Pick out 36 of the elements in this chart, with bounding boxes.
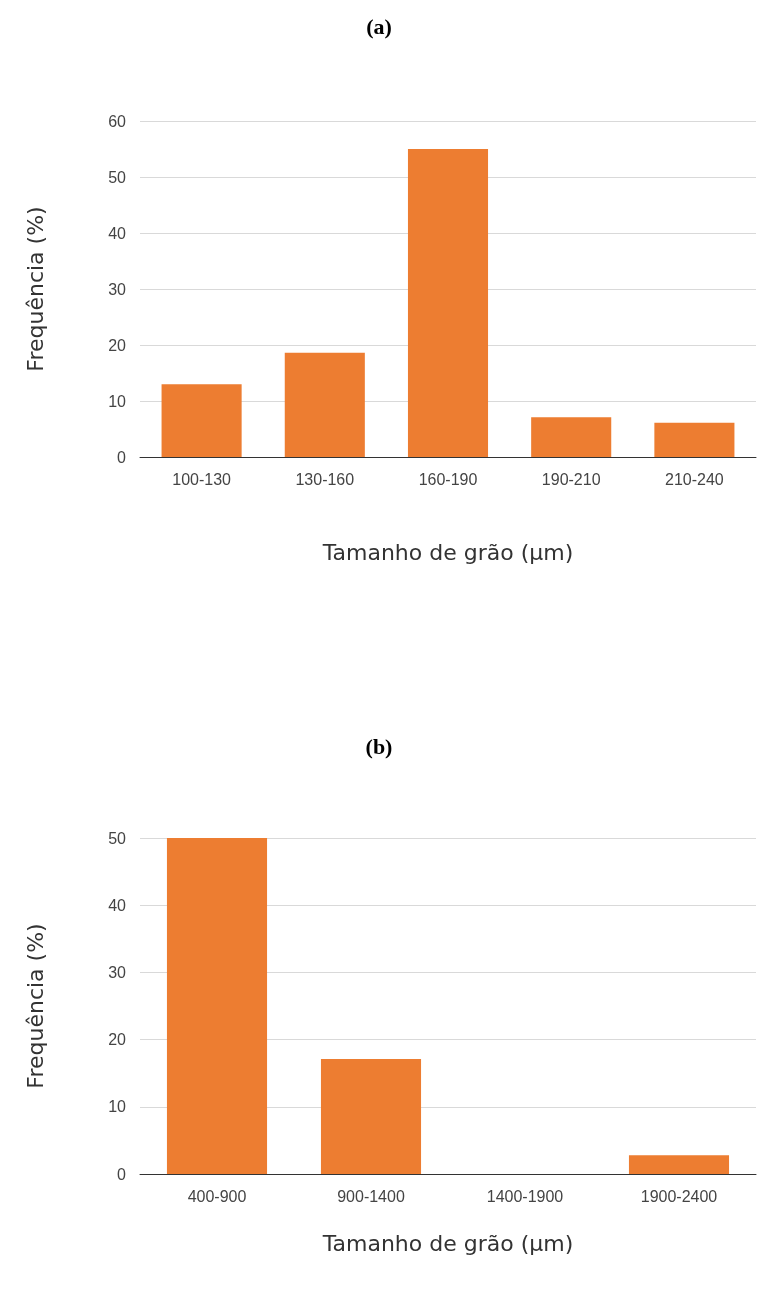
y-tick-label: 20 <box>108 1031 127 1049</box>
x-tick-label: 190-210 <box>541 470 601 488</box>
y-tick-label: 40 <box>108 896 127 914</box>
y-tick-label: 60 <box>108 112 127 130</box>
chart-title: (a) <box>366 13 392 39</box>
y-tick-label: 30 <box>108 963 127 981</box>
y-axis-title: Frequência (%) <box>22 923 48 1089</box>
bar <box>320 1059 422 1174</box>
y-axis-title: Frequência (%) <box>22 206 48 372</box>
x-axis-title: Tamanho de grão (µm) <box>321 1230 574 1256</box>
y-tick-label: 0 <box>117 448 127 466</box>
x-tick-label: 400-900 <box>187 1187 247 1205</box>
y-tick-label: 10 <box>108 1098 127 1116</box>
x-tick-label: 130-160 <box>295 470 355 488</box>
y-tick-label: 10 <box>108 392 127 410</box>
y-tick-label: 30 <box>108 280 127 298</box>
y-tick-label: 0 <box>117 1165 127 1183</box>
bar <box>161 384 242 457</box>
bar <box>284 352 365 457</box>
chart-title: (b) <box>365 733 393 759</box>
y-tick-label: 50 <box>108 829 127 847</box>
x-axis-title: Tamanho de grão (µm) <box>321 539 574 565</box>
bar <box>531 417 612 457</box>
y-tick-label: 20 <box>108 336 127 354</box>
y-tick-label: 50 <box>108 168 127 186</box>
x-tick-label: 100-130 <box>172 470 232 488</box>
bar <box>654 422 735 457</box>
x-tick-label: 160-190 <box>418 470 478 488</box>
x-tick-label: 210-240 <box>665 470 724 488</box>
x-tick-label: 1400-1900 <box>486 1187 564 1205</box>
x-tick-label: 900-1400 <box>337 1187 405 1205</box>
x-tick-label: 1900-2400 <box>640 1187 718 1205</box>
y-tick-label: 40 <box>108 224 127 242</box>
bar <box>628 1155 730 1174</box>
bar <box>166 838 268 1174</box>
bar <box>407 149 489 457</box>
